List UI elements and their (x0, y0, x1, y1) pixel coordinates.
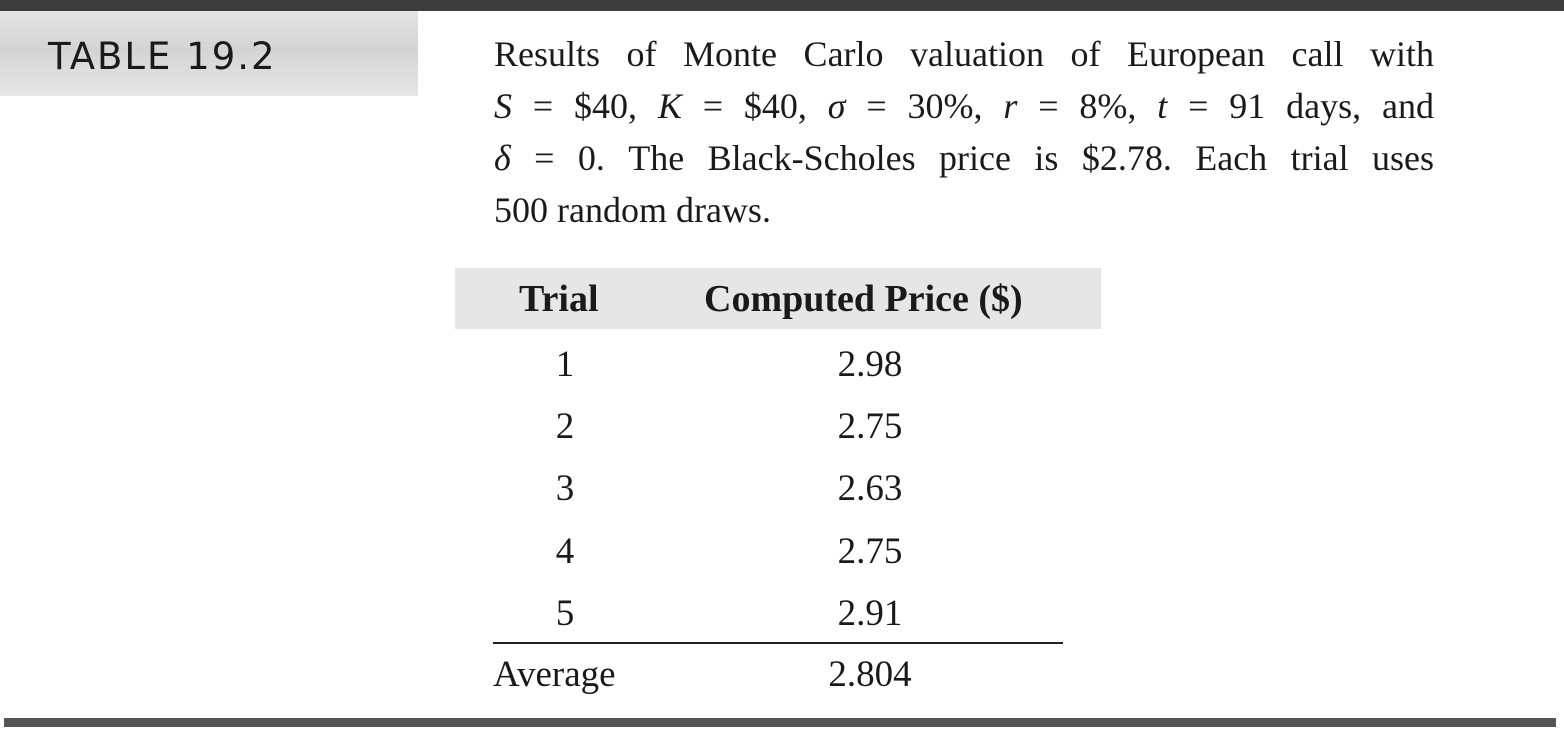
trial-cell: 1 (555, 344, 575, 385)
var-s: S (494, 86, 512, 126)
caption-line-2: S = $40, K = $40, σ = 30%, r = 8%, t = 9… (494, 80, 1434, 132)
trial-cell: 2 (555, 406, 575, 447)
var-k: K (657, 86, 682, 126)
table-header-row: Trial Computed Price ($) (455, 268, 1101, 329)
trial-cell: 5 (555, 593, 575, 634)
val-s: = $40, (512, 86, 658, 126)
average-value: 2.804 (828, 654, 912, 695)
trial-cell: 3 (555, 468, 575, 509)
bottom-rule (4, 718, 1556, 727)
var-sigma: σ (827, 86, 846, 126)
header-trial: Trial (519, 278, 599, 320)
caption-line-1: Results of Monte Carlo valuation of Euro… (494, 34, 1434, 74)
val-t: = 91 days, and (1167, 86, 1434, 126)
val-sigma: = 30%, (845, 86, 1004, 126)
var-delta: δ (494, 138, 511, 178)
table-label-box: TABLE 19.2 (0, 11, 418, 96)
price-cell: 2.91 (837, 593, 903, 634)
price-cell: 2.75 (837, 531, 903, 572)
caption-line-3-text: = 0. The Black-Scholes price is $2.78. E… (510, 138, 1434, 178)
average-label: Average (493, 654, 616, 695)
table-caption: Results of Monte Carlo valuation of Euro… (494, 28, 1434, 236)
trial-cell: 4 (555, 531, 575, 572)
val-r: = 8%, (1017, 86, 1158, 126)
top-rule (0, 0, 1564, 11)
header-computed-price: Computed Price ($) (704, 278, 1023, 320)
price-cell: 2.98 (837, 344, 903, 385)
val-k: = $40, (681, 86, 828, 126)
price-cell: 2.75 (837, 406, 903, 447)
var-t: t (1157, 86, 1168, 126)
var-r: r (1003, 86, 1018, 126)
table-label: TABLE 19.2 (48, 35, 277, 78)
price-cell: 2.63 (837, 468, 903, 509)
caption-line-4: 500 random draws. (494, 190, 771, 230)
caption-line-3: δ = 0. The Black-Scholes price is $2.78.… (494, 132, 1434, 184)
average-divider (493, 642, 1063, 644)
